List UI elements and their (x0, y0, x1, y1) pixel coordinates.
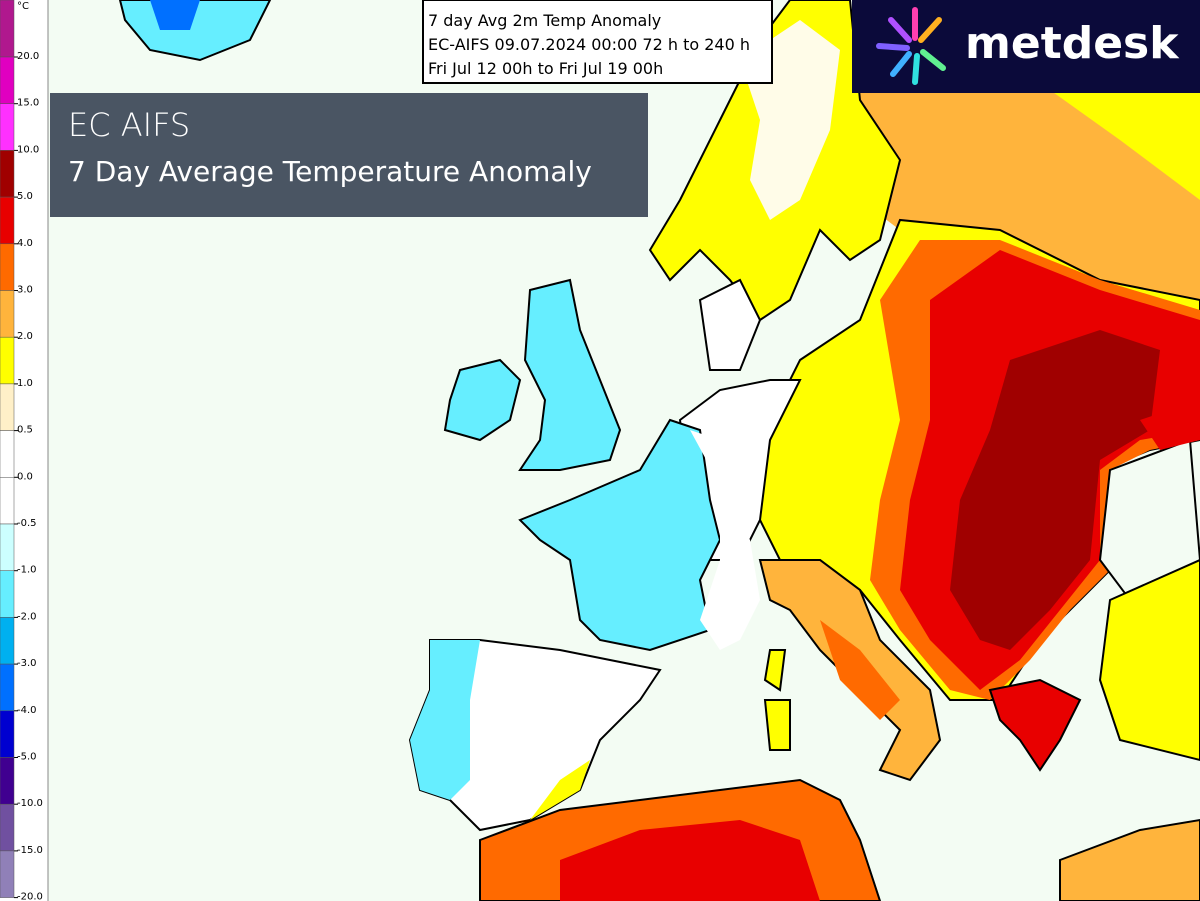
colorbar-band (0, 617, 15, 665)
colorbar-label: -0.5 (17, 518, 37, 529)
colorbar-label: 10.0 (17, 144, 39, 155)
colorbar-label: -2.0 (17, 611, 37, 622)
colorbar-label: -10.0 (17, 798, 43, 809)
logo-text: metdesk (965, 18, 1180, 69)
info-box-bg (422, 0, 773, 84)
colorbar: °C 20.0 15.0 10.0 5.0 4.0 3.0 2.0 1.0 0.5 0.0 -0.5… (0, 0, 49, 901)
logo: metdesk (852, 0, 1200, 93)
colorbar-label: -20.0 (17, 892, 43, 901)
info-line: 7 day Avg 2m Temp Anomaly (428, 11, 661, 30)
colorbar-band (0, 150, 15, 198)
colorbar-band (0, 196, 15, 245)
colorbar-label: 0.0 (17, 471, 33, 482)
colorbar-band (0, 523, 15, 571)
colorbar-label: 20.0 (17, 51, 39, 62)
colorbar-label: 0.5 (17, 425, 33, 436)
colorbar-band (0, 570, 15, 618)
colorbar-label: -5.0 (17, 752, 37, 763)
iberia-west (410, 640, 480, 800)
logo-icon (876, 7, 946, 85)
greece (988, 678, 1082, 772)
title-box: EC AIFS 7 Day Average Temperature Anomal… (50, 93, 648, 217)
iberia-south (530, 760, 590, 820)
france-east (690, 430, 760, 650)
colorbar-band (0, 850, 15, 898)
colorbar-label: 4.0 (17, 238, 33, 249)
colorbar-band (0, 430, 15, 478)
east-darkred (950, 330, 1160, 650)
ireland (443, 358, 522, 442)
colorbar-label: 2.0 (17, 331, 33, 342)
colorbar-label: -3.0 (17, 658, 37, 669)
colorbar-label: 1.0 (17, 378, 33, 389)
denmark (698, 278, 762, 371)
colorbar-label: 5.0 (17, 191, 33, 202)
colorbar-band (0, 477, 15, 525)
colorbar-band (0, 663, 15, 712)
colorbar-band (0, 383, 15, 431)
subtitle: 7 Day Average Temperature Anomaly (68, 155, 592, 188)
colorbar-label: -4.0 (17, 705, 37, 716)
italy-orange (820, 620, 900, 720)
logo-bg (852, 0, 1200, 93)
info-line: Fri Jul 12 00h to Fri Jul 19 00h (428, 59, 663, 78)
colorbar-band (0, 336, 15, 385)
russia-north (850, 90, 1200, 330)
colorbar-label: 15.0 (17, 98, 39, 109)
colorbar-band (0, 290, 15, 338)
north-africa-red (560, 820, 820, 901)
colorbar-band (0, 103, 15, 151)
colorbar-band (0, 0, 15, 58)
colorbar-unit: °C (17, 1, 29, 12)
greenland-cold (150, 0, 200, 30)
info-box: 7 day Avg 2m Temp Anomaly EC-AIFS 09.07.2… (422, 0, 773, 84)
colorbar-band (0, 243, 15, 291)
colorbar-label: -15.0 (17, 845, 43, 856)
uk (518, 278, 622, 471)
colorbar-band (0, 710, 15, 758)
sardinia (763, 699, 791, 751)
france (518, 418, 722, 652)
info-line: EC-AIFS 09.07.2024 00:00 72 h to 240 h (428, 35, 750, 54)
turkey (1098, 558, 1200, 762)
colorbar-band (0, 56, 15, 104)
colorbar-label: -1.0 (17, 565, 37, 576)
colorbar-band (0, 757, 15, 805)
crimea (1140, 400, 1200, 450)
russia-north-yellow (1050, 90, 1200, 200)
libya-egypt (1059, 818, 1200, 901)
corsica (763, 649, 787, 692)
colorbar-band (0, 803, 15, 852)
colorbar-label: 3.0 (17, 285, 33, 296)
title-box-bg (50, 93, 648, 217)
title: EC AIFS (68, 106, 190, 144)
